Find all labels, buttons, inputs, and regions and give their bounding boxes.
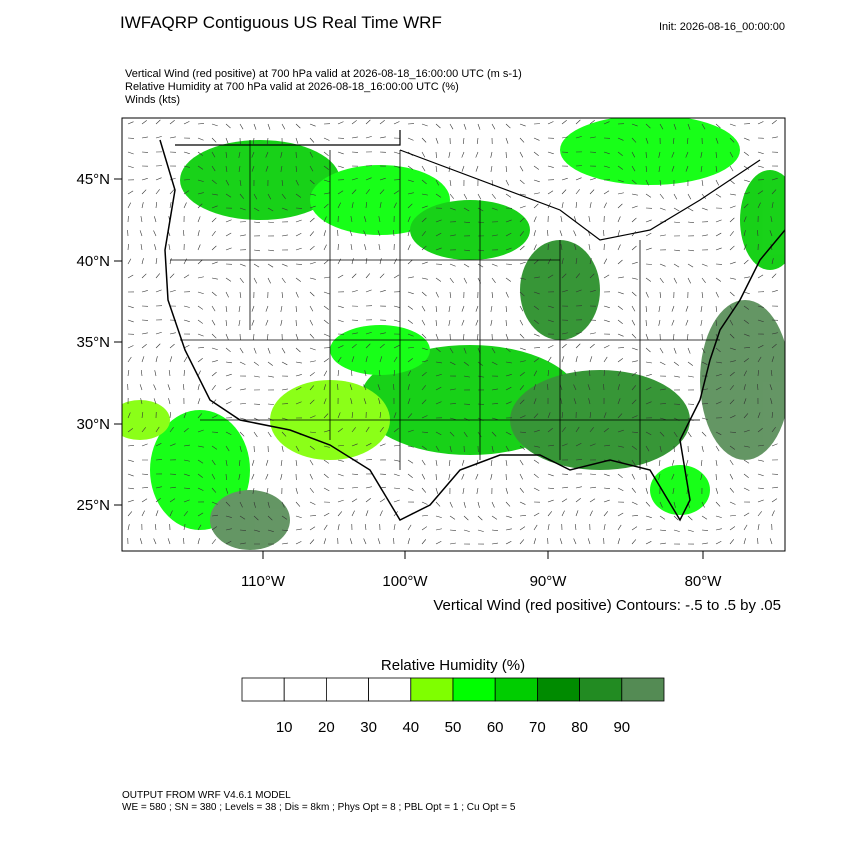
title: IWFAQRP Contiguous US Real Time WRF — [120, 13, 442, 32]
colorbar-box — [368, 677, 412, 702]
colorbar-label: 80 — [571, 719, 588, 736]
lon-label: 110°W — [241, 573, 286, 590]
lat-label: 35°N — [76, 334, 110, 351]
lon-label: 80°W — [685, 573, 723, 590]
colorbar-label: 30 — [360, 719, 377, 736]
field-label: Vertical Wind (red positive) at 700 hPa … — [125, 68, 522, 80]
init-time: Init: 2026-08-16_00:00:00 — [659, 21, 785, 33]
lat-label: 40°N — [76, 253, 110, 270]
contour-note: Vertical Wind (red positive) Contours: -… — [433, 597, 781, 614]
colorbar-label: 20 — [318, 719, 335, 736]
map-area — [122, 118, 785, 551]
map-frame — [121, 117, 786, 552]
colorbar-box — [494, 677, 538, 702]
colorbar-box — [621, 677, 665, 702]
colorbar-label: 90 — [613, 719, 630, 736]
colorbar-box — [579, 677, 623, 702]
lat-label: 30°N — [76, 416, 110, 433]
footer: OUTPUT FROM WRF V4.6.1 MODEL — [122, 790, 291, 801]
colorbar-label: 10 — [276, 719, 293, 736]
footer: WE = 580 ; SN = 380 ; Levels = 38 ; Dis … — [122, 802, 516, 813]
lon-label: 90°W — [530, 573, 568, 590]
lon-label: 100°W — [382, 573, 428, 590]
colorbar-box — [283, 677, 327, 702]
lat-label: 25°N — [76, 497, 110, 514]
colorbar-label: 60 — [487, 719, 504, 736]
colorbar-label: 40 — [402, 719, 419, 736]
colorbar-label: 70 — [529, 719, 546, 736]
colorbar-label: 50 — [445, 719, 462, 736]
field-label: Winds (kts) — [125, 94, 180, 106]
colorbar-box — [537, 677, 581, 702]
colorbar-box — [452, 677, 496, 702]
colorbar-title: Relative Humidity (%) — [381, 657, 525, 674]
colorbar-box — [410, 677, 454, 702]
field-label: Relative Humidity at 700 hPa valid at 20… — [125, 81, 459, 93]
lat-label: 45°N — [76, 171, 110, 188]
colorbar-box — [241, 677, 285, 702]
colorbar-box — [325, 677, 369, 702]
